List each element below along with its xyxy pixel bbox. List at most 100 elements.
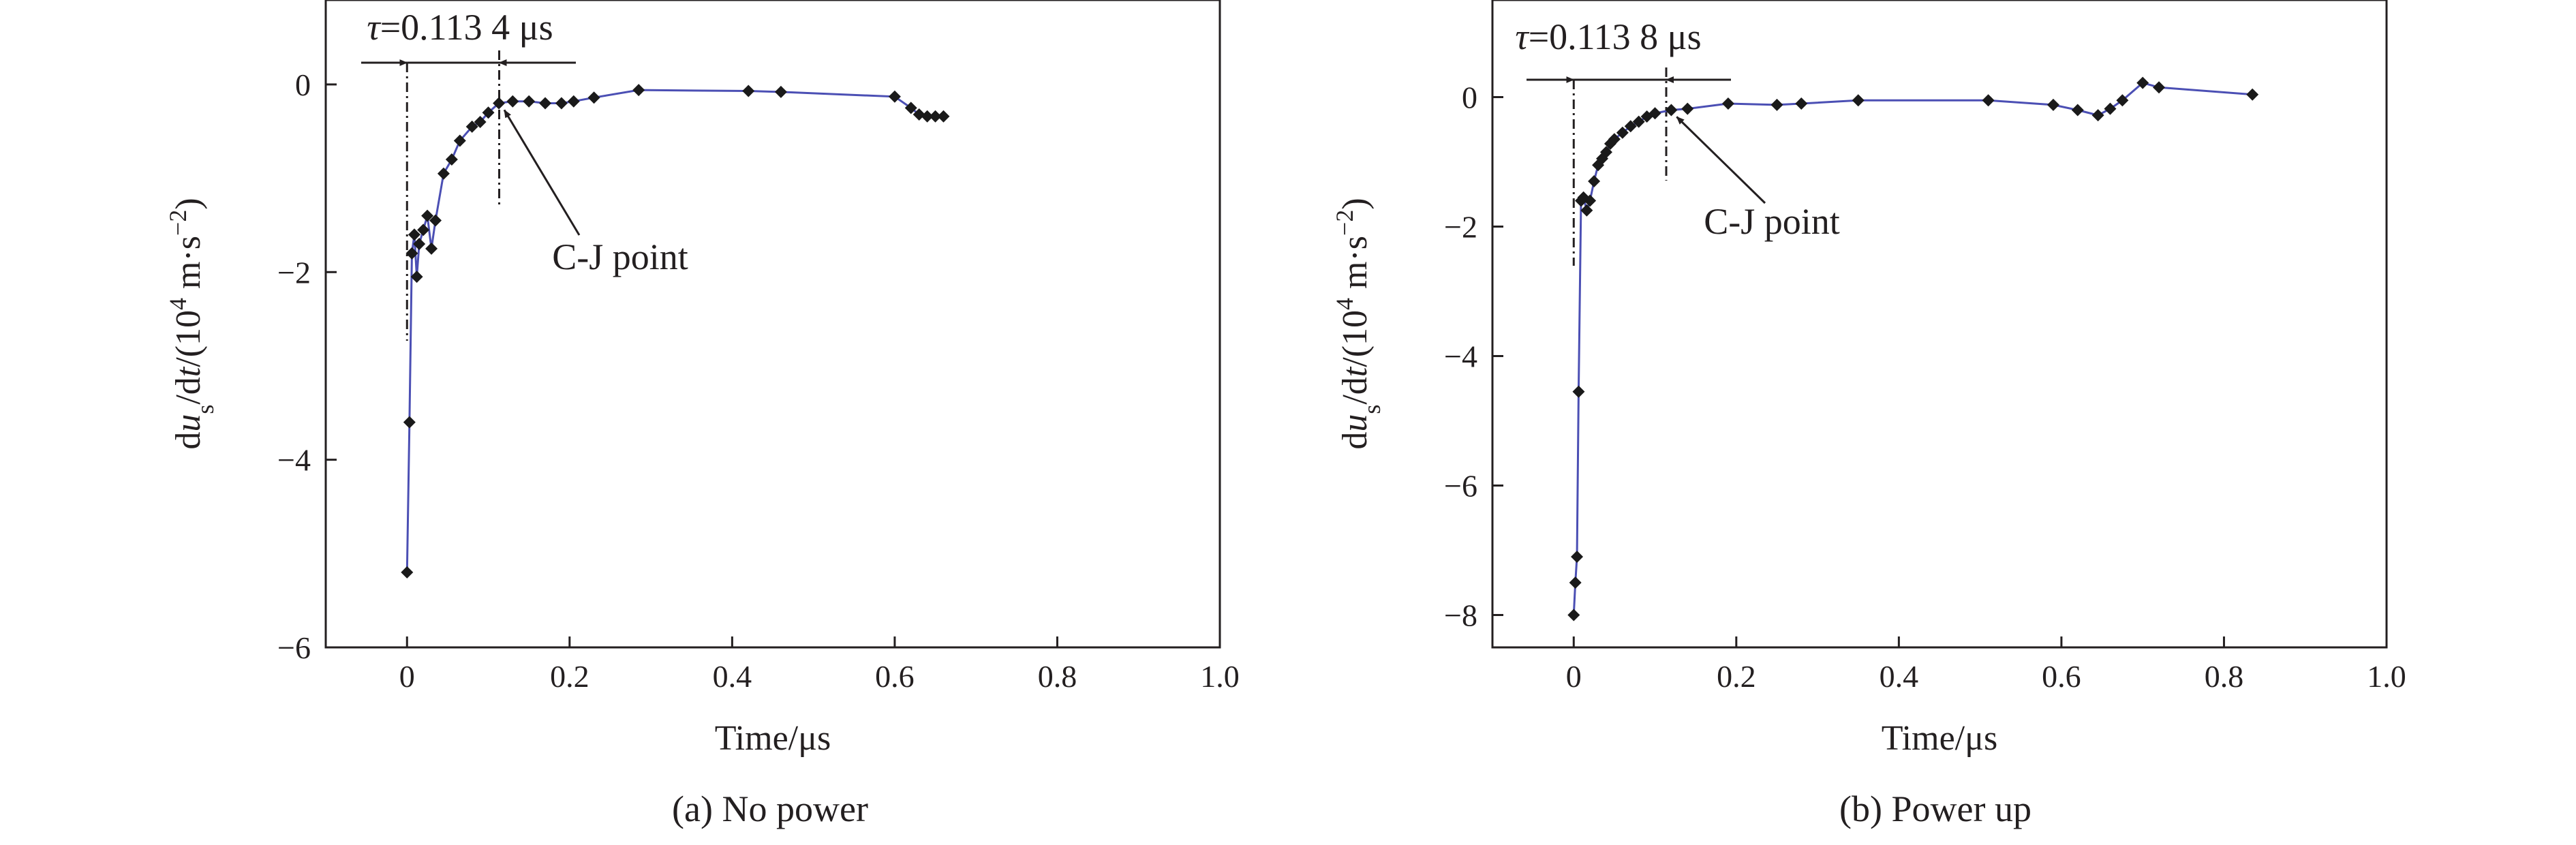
data-point <box>1616 126 1629 139</box>
data-point <box>405 247 418 260</box>
data-point <box>482 106 495 119</box>
data-point <box>453 134 466 147</box>
data-point <box>888 90 901 103</box>
y-tick-label: −4 <box>1444 339 1477 374</box>
data-point <box>523 95 536 108</box>
data-point <box>904 102 917 114</box>
data-point <box>421 209 434 222</box>
data-point <box>742 84 755 97</box>
chart-panel-a: 0 0.2 0.4 0.6 0.8 1.0 −6 −4 −2 0 Time/μs dus/dt/(10… <box>164 0 1240 829</box>
data-point <box>2071 104 2084 117</box>
x-tick-label: 0.8 <box>1038 659 1077 694</box>
data-point <box>632 84 645 97</box>
cj-point-label: C-J point <box>1704 201 1840 242</box>
data-point <box>1624 120 1637 133</box>
x-tick-label: 0.6 <box>875 659 915 694</box>
data-point <box>1632 115 1645 128</box>
data-point <box>929 110 942 123</box>
x-tick-label: 0 <box>1566 659 1582 694</box>
data-point <box>1795 97 1808 110</box>
x-tick-label: 0.2 <box>550 659 589 694</box>
y-tick-label: 0 <box>1462 80 1477 115</box>
data-point <box>1681 102 1694 115</box>
data-point <box>539 97 552 110</box>
y-tick-label: −8 <box>1444 598 1477 633</box>
y-axis-label: dus/dt/(104 m·s−2) <box>164 198 219 449</box>
y-tick-label: −6 <box>1444 469 1477 504</box>
data-point <box>774 85 787 98</box>
data-point <box>1588 175 1601 187</box>
y-tick-label: −2 <box>1444 210 1477 245</box>
y-tick-label: −2 <box>277 255 311 290</box>
series-line <box>1572 81 2253 615</box>
data-point <box>437 167 450 180</box>
chart-panel-b: 0 0.2 0.4 0.6 0.8 1.0 −8 −6 −4 −2 0 Time/μs dus/dt/(… <box>1331 0 2406 829</box>
data-point <box>408 228 421 241</box>
x-tick-label: 0.2 <box>1717 659 1756 694</box>
plot-frame <box>324 0 1221 649</box>
data-point <box>474 115 487 128</box>
data-point <box>493 97 506 110</box>
y-tick-label: −6 <box>277 630 311 665</box>
tau-label: τ=0.113 8 μs <box>1515 16 1701 57</box>
data-point <box>567 95 580 108</box>
panel-caption: (b) Power up <box>1839 788 2031 829</box>
data-point <box>2091 109 2104 122</box>
data-point <box>1649 107 1661 120</box>
x-tick-label: 0.4 <box>713 659 752 694</box>
data-point <box>1982 94 1995 107</box>
data-point <box>1571 551 1584 563</box>
data-point <box>2046 98 2059 111</box>
y-tick-label: 0 <box>295 67 311 102</box>
plot-frame <box>1491 0 2388 649</box>
data-point <box>506 95 519 108</box>
x-tick-label: 0.8 <box>2205 659 2244 694</box>
cj-arrow <box>1676 116 1766 204</box>
tau-label: τ=0.113 4 μs <box>367 7 553 48</box>
x-tick-label: 1.0 <box>2367 659 2406 694</box>
data-point <box>1584 194 1597 207</box>
data-point <box>1665 104 1678 117</box>
series-line <box>405 89 944 572</box>
data-point <box>465 120 478 133</box>
data-point <box>1569 577 1582 589</box>
data-point <box>410 271 423 283</box>
data-point <box>2104 102 2117 115</box>
data-point <box>417 224 430 236</box>
data-point <box>413 237 426 250</box>
data-point <box>445 153 458 166</box>
data-point <box>921 110 934 123</box>
data-point <box>429 214 442 227</box>
cj-point-label: C-J point <box>552 236 688 277</box>
data-point <box>2153 81 2166 94</box>
data-point <box>1608 133 1621 146</box>
data-point <box>2246 88 2259 101</box>
data-point <box>1770 98 1783 111</box>
y-tick-label: −4 <box>277 443 311 478</box>
data-point <box>425 242 438 255</box>
data-point <box>403 416 416 429</box>
data-point <box>2136 76 2149 89</box>
x-tick-label: 0.6 <box>2042 659 2081 694</box>
data-point <box>1599 146 1612 159</box>
x-axis-label: Time/μs <box>715 719 831 758</box>
data-point <box>937 110 950 123</box>
panel-caption: (a) No power <box>672 788 868 829</box>
data-point <box>1580 204 1593 217</box>
data-point <box>1721 97 1734 110</box>
data-point <box>1852 94 1865 107</box>
data-point <box>2116 94 2129 107</box>
y-axis-label: dus/dt/(104 m·s−2) <box>1331 198 1385 449</box>
data-point <box>913 108 925 121</box>
data-point <box>401 566 414 579</box>
data-point <box>587 91 600 104</box>
x-tick-label: 1.0 <box>1200 659 1240 694</box>
cj-arrow <box>503 109 581 236</box>
data-point <box>1572 385 1585 398</box>
data-point <box>1567 609 1580 621</box>
x-tick-label: 0 <box>399 659 415 694</box>
x-tick-label: 0.4 <box>1880 659 1919 694</box>
x-axis-label: Time/μs <box>1882 719 1997 758</box>
data-point <box>555 97 568 110</box>
